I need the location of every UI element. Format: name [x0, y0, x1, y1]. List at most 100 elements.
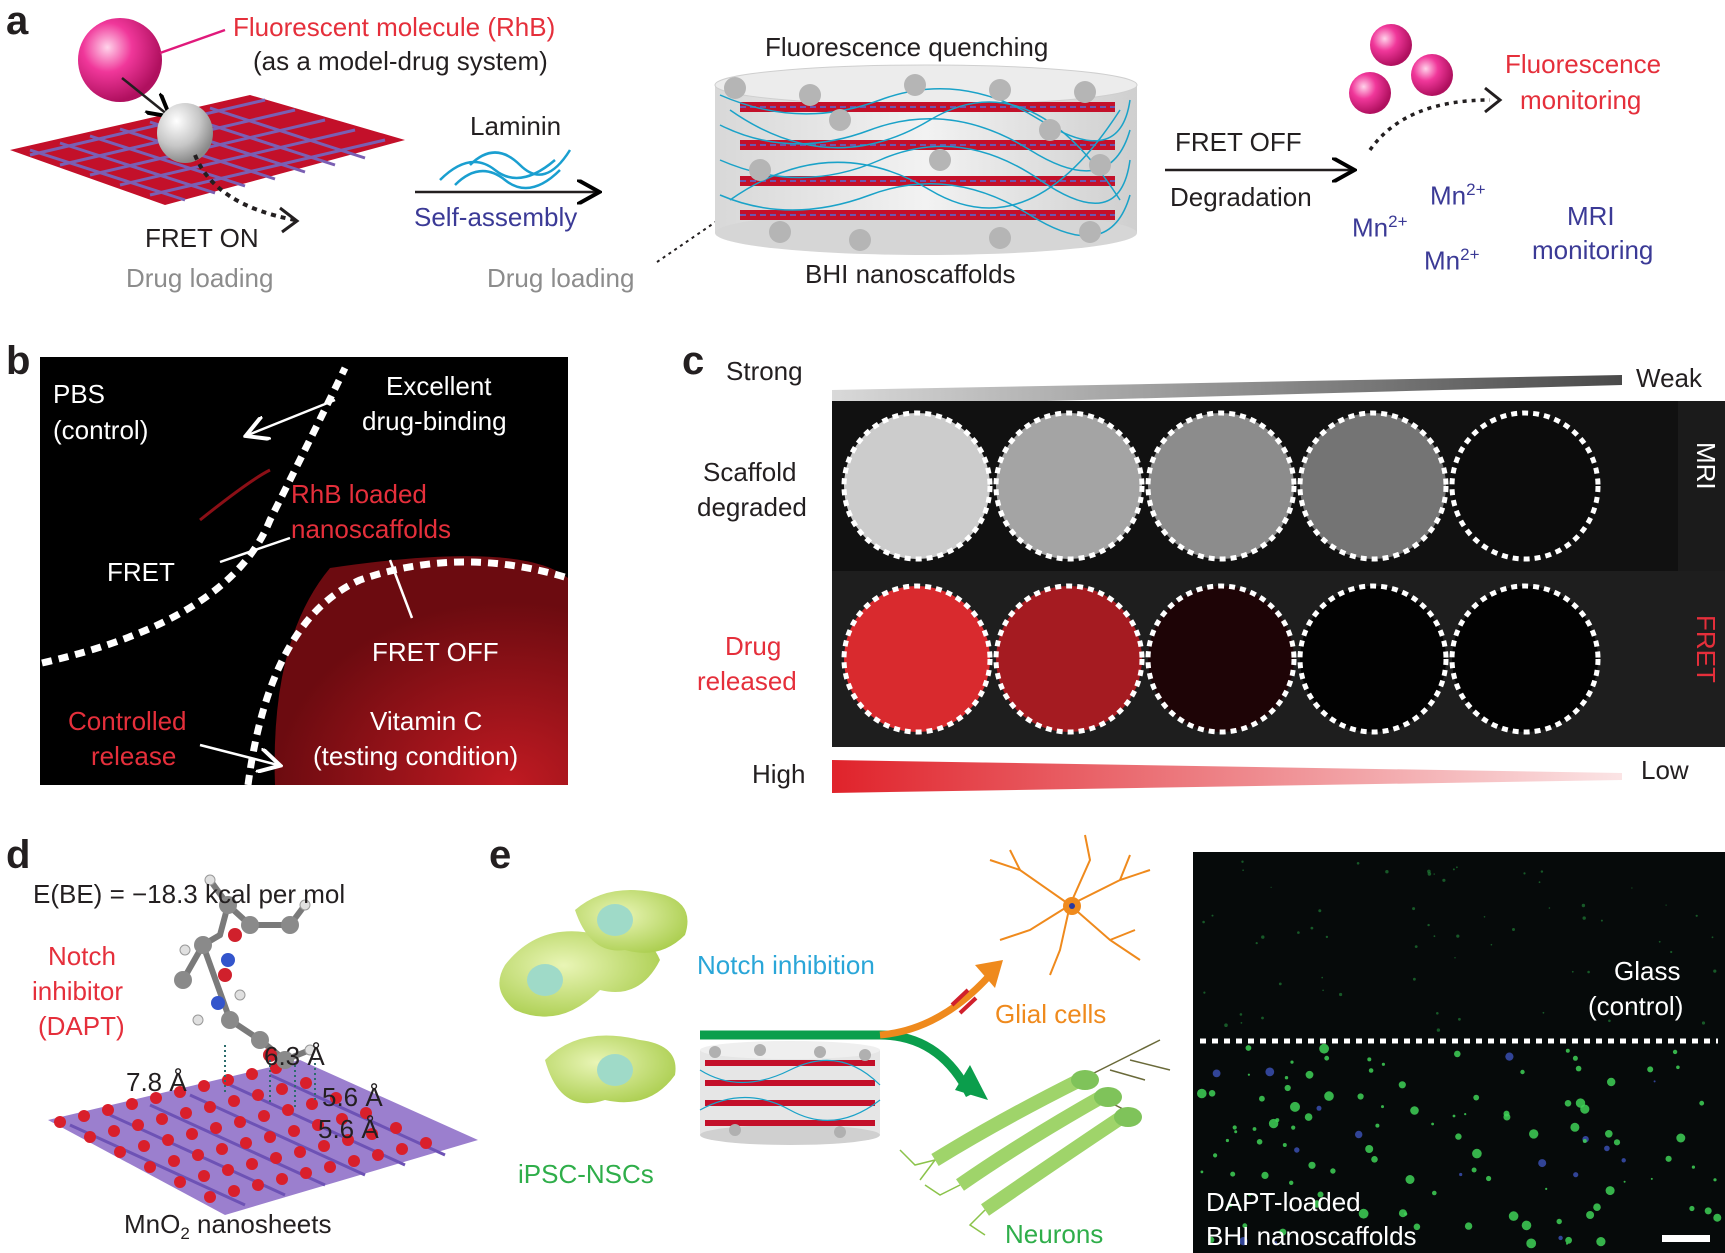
released-molecule-2	[1349, 72, 1391, 114]
dapt-loaded-1: DAPT-loaded	[1206, 1187, 1361, 1217]
micrograph-signal-dot	[1520, 1069, 1525, 1075]
micrograph-signal-dot	[1265, 1067, 1275, 1077]
controlled-release-arrow	[199, 743, 278, 765]
fret-sample-4	[1297, 583, 1449, 735]
notch-inhibition-label: Notch inhibition	[697, 950, 875, 980]
micrograph-signal-dot	[1658, 940, 1661, 943]
micrograph-signal-dot	[1308, 1161, 1316, 1169]
micrograph-signal-dot	[1358, 1208, 1369, 1219]
micrograph-signal-dot	[1452, 1114, 1456, 1118]
panel-e-label: e	[489, 833, 512, 877]
mn-ion-2: Mn2+	[1352, 212, 1408, 243]
oxygen-atom	[312, 1119, 324, 1131]
mn-ion-1: Mn2+	[1430, 180, 1486, 211]
micrograph-signal-dot	[1613, 1139, 1621, 1146]
notch-3: (DAPT)	[38, 1011, 125, 1041]
distance-3: 5.6 Å	[322, 1082, 383, 1112]
micrograph-signal-dot	[1208, 1236, 1215, 1243]
rhb-title: Fluorescent molecule (RhB)	[233, 12, 556, 42]
micrograph-signal-dot	[1255, 942, 1258, 945]
micrograph-signal-dot	[1523, 872, 1526, 875]
oxygen-atom	[204, 1101, 216, 1113]
micrograph-signal-dot	[1452, 868, 1455, 871]
micrograph-signal-dot	[1433, 935, 1436, 938]
micrograph-signal-dot	[1650, 1177, 1653, 1180]
neurons-label: Neurons	[1005, 1219, 1104, 1249]
oxygen-atom	[138, 1140, 150, 1152]
micrograph-signal-dot	[1593, 1203, 1601, 1211]
micrograph-signal-dot	[1570, 1122, 1580, 1132]
pbs-2: (control)	[53, 415, 149, 445]
micrograph-signal-dot	[1324, 1091, 1334, 1101]
micrograph-signal-dot	[1455, 1133, 1462, 1140]
micrograph-signal-dot	[1282, 1143, 1287, 1147]
oxygen-atom	[114, 1146, 126, 1158]
micrograph-signal-dot	[1565, 1236, 1572, 1244]
fret-on-label: FRET ON	[145, 223, 259, 253]
micrograph-signal-dot	[1234, 1130, 1238, 1134]
micrograph-signal-dot	[1365, 1145, 1374, 1153]
weak-label: Weak	[1636, 363, 1702, 393]
micrograph-signal-dot	[1228, 1203, 1233, 1208]
notch-2: inhibitor	[32, 976, 124, 1006]
micrograph-signal-dot	[1242, 869, 1244, 871]
oxygen-atom	[420, 1137, 432, 1149]
glial-arrowhead	[975, 960, 1003, 988]
oxygen-atom	[162, 1134, 174, 1146]
drug-loading-mid: Drug loading	[487, 263, 635, 293]
micrograph-signal-dot	[1245, 1045, 1252, 1051]
micrograph-signal-dot	[1385, 870, 1389, 874]
micrograph-signal-dot	[1458, 1017, 1461, 1021]
micrograph-signal-dot	[1317, 1191, 1324, 1198]
micrograph-signal-dot	[1529, 1129, 1539, 1139]
micrograph-signal-dot	[1454, 1050, 1461, 1058]
micrograph-signal-dot	[1413, 1223, 1421, 1231]
bound-molecule	[157, 103, 213, 163]
mri-circles	[841, 410, 1601, 562]
distance-2: 6.3 Å	[264, 1041, 325, 1071]
drug-loading-left: Drug loading	[126, 263, 274, 293]
micrograph-signal-dot	[1483, 916, 1486, 918]
oxygen-atom	[222, 1164, 234, 1176]
micrograph-signal-dot	[1381, 1105, 1384, 1109]
bhi-cylinder-small	[699, 1041, 881, 1145]
oxygen-atom	[144, 1161, 156, 1173]
oxygen-atom	[150, 1092, 162, 1104]
oxygen-atom	[270, 1152, 282, 1164]
panel-d-label: d	[6, 833, 31, 877]
panel-a-label: a	[6, 0, 29, 43]
micrograph-signal-dot	[1581, 903, 1586, 908]
micrograph-signal-dot	[1290, 1060, 1294, 1064]
micrograph-signal-dot	[1197, 1088, 1207, 1099]
oxygen-atom	[102, 1104, 114, 1116]
oxygen-atom	[204, 1191, 216, 1203]
micrograph-signal-dot	[1600, 919, 1603, 922]
micrograph-signal-dot	[1261, 1016, 1264, 1020]
micrograph-signal-dot	[1367, 1057, 1372, 1062]
micrograph-signal-dot	[1290, 1101, 1300, 1112]
oxygen-atom	[276, 1083, 288, 1095]
micrograph-signal-dot	[1566, 1242, 1568, 1245]
micrograph-signal-dot	[1259, 1095, 1265, 1102]
scale-bar	[1662, 1235, 1710, 1242]
micrograph-signal-dot	[1587, 970, 1590, 974]
rhb-molecule-ball	[78, 18, 162, 102]
ipsc-cells	[499, 890, 688, 1104]
distance-1: 7.8 Å	[126, 1067, 187, 1097]
rhb-loaded-2: nanoscaffolds	[291, 514, 451, 544]
micrograph-signal-dot	[1436, 1028, 1441, 1032]
micrograph-signal-dot	[1289, 1180, 1294, 1186]
micrograph-signal-dot	[1623, 1180, 1626, 1183]
oxygen-atom	[372, 1149, 384, 1161]
micrograph-signal-dot	[1239, 1013, 1243, 1016]
binding-energy: E(BE) = −18.3 kcal per mol	[33, 879, 346, 909]
micrograph-signal-dot	[1621, 1158, 1626, 1163]
excellent-2: drug-binding	[362, 406, 507, 436]
low-label: Low	[1641, 755, 1689, 785]
laminin-strands	[439, 149, 572, 190]
micrograph-signal-dot	[1427, 923, 1430, 927]
glass-1: Glass	[1614, 956, 1681, 986]
oxygen-atom	[228, 1095, 240, 1107]
oxygen-atom	[252, 1179, 264, 1191]
micrograph-signal-dot	[1571, 970, 1574, 973]
